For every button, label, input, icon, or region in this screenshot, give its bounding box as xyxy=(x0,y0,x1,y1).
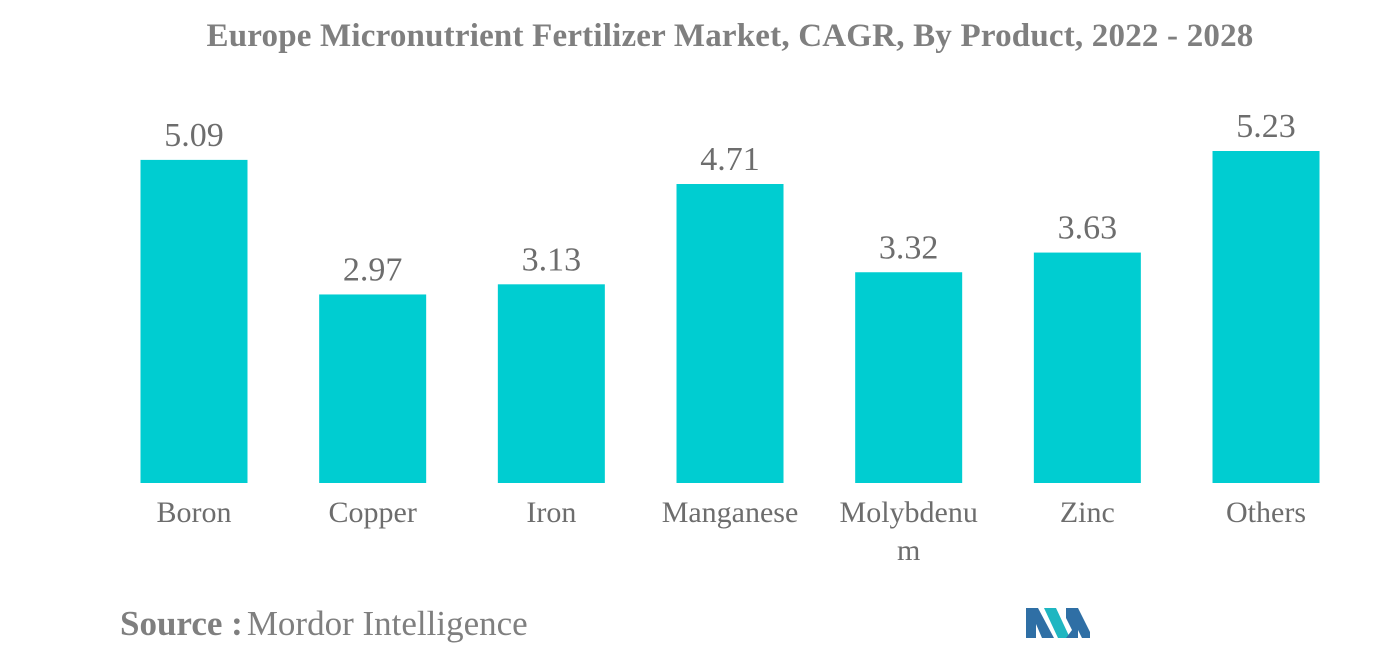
bar-boron xyxy=(140,159,248,483)
chart-title: Europe Micronutrient Fertilizer Market, … xyxy=(206,18,1254,54)
logo-middle-shape xyxy=(1044,608,1070,638)
value-label-copper: 2.97 xyxy=(343,251,403,288)
category-label-manganese: Manganese xyxy=(662,496,799,529)
category-label-others: Others xyxy=(1226,496,1306,529)
bar-others xyxy=(1212,151,1320,483)
mordor-intelligence-logo-icon xyxy=(1026,608,1090,638)
category-label-zinc: Zinc xyxy=(1060,496,1115,529)
value-label-manganese: 4.71 xyxy=(700,141,760,178)
category-label-molybdenum: Molybdenu m xyxy=(840,496,978,567)
bar-chart: 5.09 Boron 2.97 Copper 3.13 Iron 4.71 Manganese… xyxy=(140,108,1320,567)
bar-copper xyxy=(319,294,427,483)
source-attribution: Source : Mordor Intelligence xyxy=(120,604,528,644)
source-label: Source : xyxy=(120,604,243,643)
bar-manganese xyxy=(676,184,784,483)
category-label-iron: Iron xyxy=(526,496,576,529)
value-label-boron: 5.09 xyxy=(164,117,224,154)
bar-iron xyxy=(497,284,605,483)
category-label-copper: Copper xyxy=(329,496,417,529)
value-label-others: 5.23 xyxy=(1236,108,1296,145)
value-label-molybdenum: 3.32 xyxy=(879,229,939,266)
value-label-zinc: 3.63 xyxy=(1058,210,1118,247)
logo-left-shape xyxy=(1026,608,1054,638)
category-label-boron: Boron xyxy=(157,496,232,529)
logo-right-shape xyxy=(1066,608,1090,638)
value-label-iron: 3.13 xyxy=(522,241,582,278)
bar-molybdenum xyxy=(855,272,963,483)
bar-zinc xyxy=(1033,252,1141,483)
source-name: Mordor Intelligence xyxy=(246,604,528,643)
